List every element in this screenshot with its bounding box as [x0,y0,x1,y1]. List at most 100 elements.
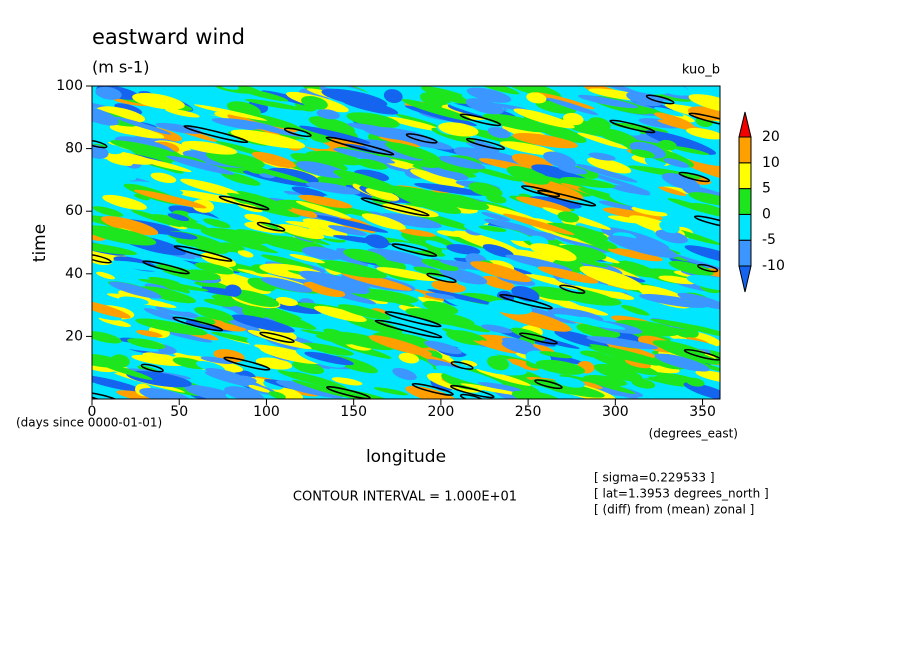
field-patch [365,187,400,201]
field-patch [331,331,396,351]
field-patch [612,260,658,278]
contour-line [283,127,312,138]
field-patch [531,378,605,398]
field-patch [376,267,438,282]
field-patch [150,172,177,184]
field-patch [92,206,124,217]
field-patch [556,244,607,261]
field-patch [586,336,659,350]
field-patch [577,94,638,109]
x-tick-label: 0 [88,404,97,420]
field-patch [535,100,577,114]
field-patch [638,118,681,129]
field-patch [481,275,516,291]
field-patch [446,244,481,255]
field-patch [292,360,325,375]
field-patch [203,303,237,314]
field-patch [587,157,632,174]
field-patch [180,178,241,197]
x-axis-label: longitude [366,447,446,467]
y-tick-label: 40 [65,266,83,282]
field-patch [92,299,131,319]
field-patch [607,235,678,258]
field-patch [368,335,433,357]
field-patch [321,386,393,399]
field-patch [384,155,441,168]
field-patch [686,127,720,140]
field-patch [203,218,231,229]
model-label: kuo_b [682,63,720,78]
field-patch [467,165,523,182]
field-patch [336,146,394,158]
field-patch [695,370,720,384]
field-patch [559,374,594,384]
field-patch [225,284,242,297]
contour-line [326,386,371,399]
field-patch [193,104,268,121]
contour-line [259,331,295,343]
field-patch [502,213,575,235]
field-patch [590,353,659,376]
field-patch [275,297,298,306]
field-patch [602,207,663,221]
field-patch [424,340,462,355]
field-patch [608,184,651,196]
field-patch [92,197,139,216]
field-patch [288,371,349,391]
field-patch [246,251,276,263]
field-patch [593,363,643,382]
contour-line [391,243,438,257]
contour-line [534,379,563,390]
field-patch [268,391,286,399]
field-patch [620,304,650,316]
field-patch [609,192,682,213]
field-patch [499,141,557,156]
field-patch [316,260,388,279]
field-patch [237,87,289,102]
field-patch [478,225,507,232]
field-patch [166,231,198,240]
field-patch [308,116,355,134]
field-patch [230,129,306,149]
colorbar-label: 20 [762,129,780,145]
field-patch [214,111,233,119]
field-patch [165,108,200,118]
field-patch [392,367,417,381]
field-patch [136,330,163,338]
field-patch [477,382,522,392]
field-patch [373,387,409,396]
field-patch [305,181,361,195]
field-patch [684,245,720,265]
x-units: (degrees_east) [649,427,738,441]
field-patch [229,289,280,307]
field-patch [655,229,688,244]
colorbar-label: 5 [762,181,771,197]
plot-frame [91,85,721,400]
field-patch [539,351,573,359]
field-patch [145,86,180,98]
field-patch [639,294,708,308]
field-patch [293,139,330,150]
field-patch [558,278,630,293]
field-patch [661,172,701,191]
field-patch [200,356,235,364]
field-patch [172,357,207,370]
contour-line [559,284,586,294]
field-patch [203,269,271,295]
field-patch [194,316,216,325]
field-patch [248,384,271,393]
field-patch [460,383,523,396]
field-patch [313,305,367,322]
field-patch [102,194,148,210]
field-patch [205,367,244,380]
contour-line [384,311,442,328]
field-patch [221,86,239,90]
field-patch [95,86,122,100]
field-patch [658,139,677,151]
field-patch [109,281,162,299]
contour-line [374,319,443,339]
field-patch [487,355,510,371]
field-patch [244,98,305,111]
field-patch [467,368,540,393]
